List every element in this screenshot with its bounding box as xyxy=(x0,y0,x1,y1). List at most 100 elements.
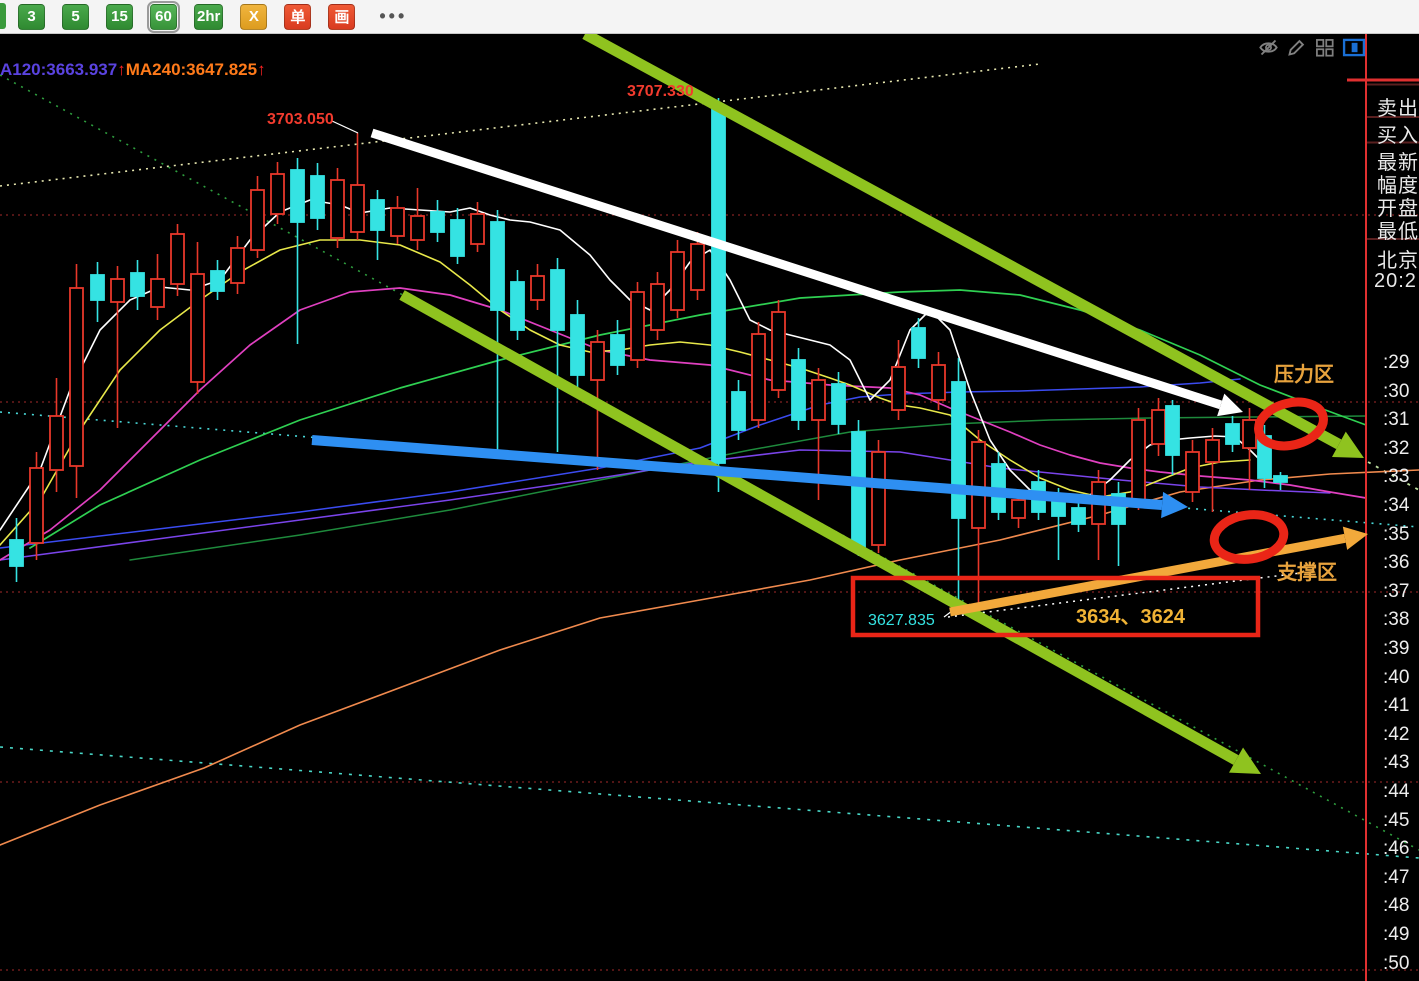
green-trend-arrow-lower xyxy=(399,290,1239,765)
timeframe-button-2hr[interactable]: 2hr xyxy=(194,3,224,30)
quote-sidebar: 卖出 买入 最新 幅度 开盘 最低 北京 20:2 :29:30:31:32:33:34:35… xyxy=(1366,33,1419,981)
white-trend-arrow-head xyxy=(1217,393,1243,417)
candle-body xyxy=(670,251,685,311)
timeframe-button-单[interactable]: 单 xyxy=(284,3,312,30)
candle-body xyxy=(1225,423,1240,445)
time-list-item: :41 xyxy=(1383,695,1410,717)
candle-body xyxy=(150,278,165,308)
pressure-circle xyxy=(1254,397,1328,451)
low-price-label-3627: 3627.835 xyxy=(868,612,935,629)
timeframe-button-group: 3 5 15 60 2hr X 单画 xyxy=(18,0,356,33)
candle-body xyxy=(851,431,866,549)
ma240-label: MA240:3647.825 xyxy=(125,60,258,79)
candle-body xyxy=(1011,499,1026,519)
grid-icon[interactable] xyxy=(1314,37,1335,58)
candle-body xyxy=(210,270,225,292)
candle-body xyxy=(1205,439,1220,463)
candle-body xyxy=(1131,419,1146,501)
blue-trend-arrow xyxy=(311,435,1163,511)
time-list-item: :47 xyxy=(1383,866,1410,888)
sidebar-row-4: 开盘 xyxy=(1377,198,1419,220)
pressure-zone-label: 压力区 xyxy=(1274,364,1334,386)
sidebar-row-6: 北京 xyxy=(1377,250,1419,272)
high-price-label-3703: 3703.050 xyxy=(267,111,334,128)
timeframe-button-画[interactable]: 画 xyxy=(328,3,356,30)
orange-support-arrow-head xyxy=(1342,526,1368,550)
timeframe-button-60[interactable]: 60 xyxy=(147,0,180,33)
time-list-item: :46 xyxy=(1383,838,1410,860)
candle-body xyxy=(1185,451,1200,493)
candle-body xyxy=(450,219,465,257)
candle-body xyxy=(350,184,365,233)
candle-body xyxy=(290,169,305,223)
time-list-item: :34 xyxy=(1383,495,1410,516)
candle-body xyxy=(530,275,545,301)
candle-body xyxy=(390,207,405,237)
candle-body xyxy=(1242,419,1257,449)
time-list-item: :29 xyxy=(1383,352,1410,373)
candle-body xyxy=(871,451,886,546)
green-trend-arrow-upper-head xyxy=(1331,431,1364,458)
chart-tool-icons xyxy=(1258,37,1366,58)
candle-body xyxy=(370,199,385,231)
candle-body xyxy=(550,269,565,331)
pencil-icon[interactable] xyxy=(1286,37,1307,58)
candle-body xyxy=(310,175,325,219)
white-pointer-dotted xyxy=(947,572,1301,618)
support-levels-red-box xyxy=(850,575,1261,638)
timeframe-button-partial[interactable] xyxy=(0,3,6,29)
time-list-item: :36 xyxy=(1383,552,1410,574)
high-price-label-3707: 3707.330 xyxy=(627,83,694,100)
sidebar-row-1[interactable]: 买入 xyxy=(1377,125,1419,147)
candle-body xyxy=(430,211,445,233)
candle-body xyxy=(1071,507,1086,525)
time-list-item: :33 xyxy=(1383,466,1410,488)
time-list-item: :44 xyxy=(1383,781,1410,802)
time-list-item: :38 xyxy=(1383,609,1410,631)
time-list-item: :49 xyxy=(1383,924,1410,945)
timeframe-button-5[interactable]: 5 xyxy=(62,3,89,30)
sidebar-row-0[interactable]: 卖出 xyxy=(1377,98,1419,120)
candle-body xyxy=(891,366,906,411)
ma-indicator-labels: A120:3663.937↑MA240:3647.825↑ xyxy=(0,60,266,80)
candle-body xyxy=(9,539,24,567)
ma-yellow xyxy=(0,239,1251,546)
white-trend-arrow xyxy=(370,128,1223,410)
candle-body xyxy=(130,272,145,297)
time-list-item: :50 xyxy=(1383,952,1410,974)
time-list-item: :39 xyxy=(1383,638,1410,659)
time-list-item: :37 xyxy=(1383,580,1410,602)
candle-body xyxy=(771,311,786,391)
time-list-item: :42 xyxy=(1383,723,1410,745)
candle-body xyxy=(690,243,705,291)
candle-body xyxy=(590,341,605,381)
candle-body xyxy=(1151,409,1166,445)
time-list-item: :43 xyxy=(1383,752,1410,774)
eye-off-icon[interactable] xyxy=(1258,37,1279,58)
candle-body xyxy=(791,359,806,421)
ma-orange xyxy=(0,469,1419,846)
timeframe-button-X[interactable]: X xyxy=(240,3,268,30)
candle-body xyxy=(931,364,946,401)
candle-body xyxy=(650,283,665,331)
candle-body xyxy=(110,278,125,303)
candle-body xyxy=(610,334,625,366)
timeframe-button-15[interactable]: 15 xyxy=(106,3,133,30)
candle-body xyxy=(951,381,966,519)
label-pointer-tick xyxy=(331,120,359,134)
support-zone-label: 支撑区 xyxy=(1277,562,1337,584)
support-targets-label: 3634、3624 xyxy=(1076,606,1185,628)
layout-panel-icon[interactable] xyxy=(1342,37,1366,58)
candle-body xyxy=(250,189,265,251)
sidebar-row-7: 20:2 xyxy=(1374,270,1417,292)
timeframe-button-3[interactable]: 3 xyxy=(18,3,45,30)
candle-body xyxy=(29,467,44,544)
candle-body xyxy=(731,391,746,431)
candle-body xyxy=(270,173,285,215)
candle-body xyxy=(751,333,766,421)
more-options-button[interactable]: ••• xyxy=(379,6,408,26)
candle-body xyxy=(831,383,846,425)
ma120-up-arrow: ↑ xyxy=(117,60,126,79)
